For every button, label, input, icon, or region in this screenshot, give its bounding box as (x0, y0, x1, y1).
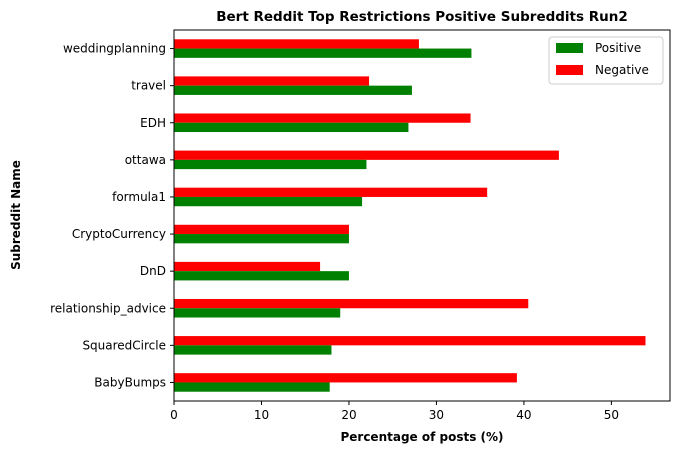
bar-positive-ottawa (174, 159, 367, 170)
chart-title: Bert Reddit Top Restrictions Positive Su… (216, 9, 628, 25)
bar-negative-squaredcircle (174, 336, 646, 346)
x-tick-label: 0 (170, 408, 178, 422)
bar-positive-weddingplanning (174, 48, 472, 58)
x-tick-label: 20 (341, 408, 356, 422)
y-tick-label: CryptoCurrency (72, 227, 166, 241)
y-tick-label: EDH (140, 116, 166, 130)
legend-swatch-positive (556, 43, 583, 53)
bar-negative-weddingplanning (174, 39, 419, 49)
x-tick-label: 50 (604, 408, 619, 422)
bar-positive-cryptocurrency (174, 234, 349, 244)
x-tick-label: 10 (254, 408, 269, 422)
bar-negative-relationship-advice (174, 298, 529, 309)
bar-positive-dnd (174, 271, 349, 281)
bar-negative-formula1 (174, 187, 488, 197)
legend: Positive Negative (548, 36, 664, 85)
y-tick-label: travel (131, 79, 166, 93)
legend-label-negative: Negative (595, 63, 649, 77)
bar-positive-edh (174, 122, 409, 133)
bar-negative-edh (174, 113, 471, 123)
y-tick-label: formula1 (112, 190, 166, 204)
bar-positive-formula1 (174, 196, 363, 207)
y-tick-label: relationship_advice (50, 301, 166, 315)
y-axis-label: Subreddit Name (9, 160, 23, 270)
bar-negative-travel (174, 76, 370, 86)
bar-positive-squaredcircle (174, 345, 332, 355)
bar-negative-ottawa (174, 150, 559, 160)
x-tick-label: 30 (429, 408, 444, 422)
y-tick-label: weddingplanning (63, 42, 166, 56)
bar-positive-travel (174, 85, 412, 95)
bars-group (174, 39, 646, 392)
legend-label-positive: Positive (595, 41, 641, 55)
bar-positive-relationship-advice (174, 308, 341, 318)
plot-frame (173, 29, 671, 402)
bar-negative-babybumps (174, 373, 517, 383)
x-axis-ticks: 0 10 20 30 40 50 (170, 401, 619, 422)
bar-positive-babybumps (174, 382, 330, 392)
y-tick-label: SquaredCircle (82, 338, 166, 352)
y-tick-label: ottawa (125, 153, 166, 167)
x-axis-label: Percentage of posts (%) (340, 430, 503, 444)
y-axis-ticks: weddingplanning travel EDH ottawa formula1 Cr… (50, 42, 174, 389)
bar-negative-dnd (174, 261, 321, 272)
x-tick-label: 40 (516, 408, 531, 422)
y-tick-label: BabyBumps (94, 375, 166, 389)
legend-swatch-negative (556, 65, 583, 75)
y-tick-label: DnD (140, 264, 166, 278)
bar-negative-cryptocurrency (174, 224, 349, 235)
